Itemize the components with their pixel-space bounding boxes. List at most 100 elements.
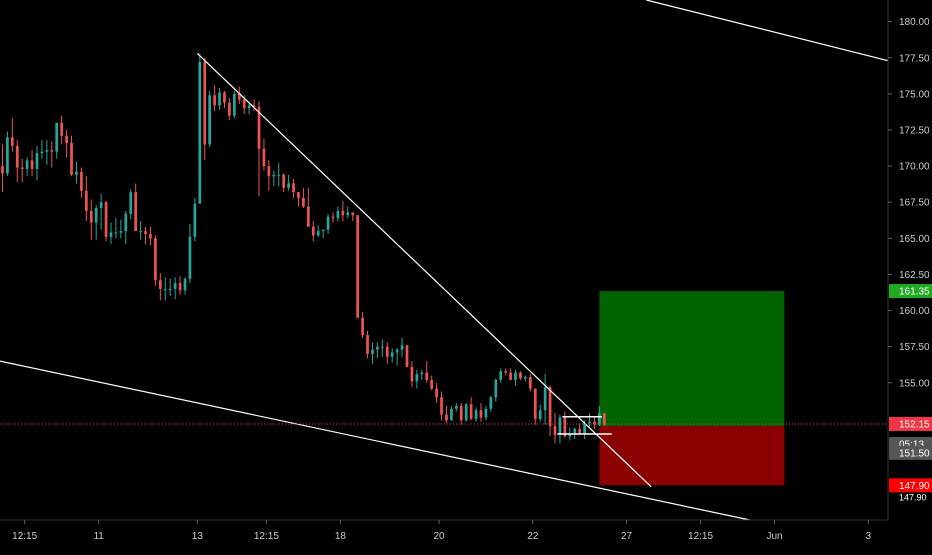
candle-body[interactable] xyxy=(524,377,527,379)
candle-body[interactable] xyxy=(454,405,458,409)
candle-body[interactable] xyxy=(573,429,577,434)
candle-body[interactable] xyxy=(35,153,39,169)
candle-body[interactable] xyxy=(75,171,78,175)
candle-body[interactable] xyxy=(154,238,157,281)
candle-body[interactable] xyxy=(149,234,152,239)
candle-body[interactable] xyxy=(129,192,133,214)
candle-body[interactable] xyxy=(287,183,290,188)
candle-body[interactable] xyxy=(80,171,83,191)
candle-body[interactable] xyxy=(10,137,14,146)
candle-body[interactable] xyxy=(94,208,98,223)
candle-body[interactable] xyxy=(489,397,493,409)
candle-body[interactable] xyxy=(218,92,221,106)
candle-body[interactable] xyxy=(242,99,246,109)
candle-body[interactable] xyxy=(528,377,532,389)
candle-body[interactable] xyxy=(267,166,271,177)
candle-body[interactable] xyxy=(198,62,202,204)
candle-body[interactable] xyxy=(588,421,591,424)
candle-body[interactable] xyxy=(257,106,261,149)
candle-body[interactable] xyxy=(420,372,424,375)
candle-body[interactable] xyxy=(124,213,128,232)
candle-body[interactable] xyxy=(395,349,399,353)
candle-body[interactable] xyxy=(326,216,330,230)
candle-body[interactable] xyxy=(158,280,162,289)
candle-body[interactable] xyxy=(469,404,473,419)
candle-body[interactable] xyxy=(445,414,448,421)
candle-body[interactable] xyxy=(538,410,542,419)
candle-body[interactable] xyxy=(583,423,586,434)
candle-body[interactable] xyxy=(70,143,73,175)
candle-body[interactable] xyxy=(163,288,167,290)
candle-body[interactable] xyxy=(252,105,256,107)
candle-body[interactable] xyxy=(247,105,251,109)
candle-body[interactable] xyxy=(223,92,226,103)
candle-body[interactable] xyxy=(504,371,508,373)
candle-body[interactable] xyxy=(237,93,241,100)
candle-body[interactable] xyxy=(376,346,379,350)
candle-body[interactable] xyxy=(425,372,429,380)
candle-body[interactable] xyxy=(104,202,108,237)
candle-body[interactable] xyxy=(553,426,557,435)
candle-body[interactable] xyxy=(183,278,187,291)
candle-body[interactable] xyxy=(519,372,522,379)
candle-body[interactable] xyxy=(55,122,59,152)
candle-body[interactable] xyxy=(435,388,438,398)
candle-body[interactable] xyxy=(316,231,320,236)
candle-body[interactable] xyxy=(262,148,266,167)
candle-body[interactable] xyxy=(494,379,498,398)
candle-body[interactable] xyxy=(366,335,369,354)
candle-body[interactable] xyxy=(50,150,54,152)
candle-body[interactable] xyxy=(40,151,44,154)
candle-body[interactable] xyxy=(331,216,335,219)
candle-body[interactable] xyxy=(514,372,517,380)
candle-body[interactable] xyxy=(474,410,478,419)
candle-body[interactable] xyxy=(390,352,394,357)
candle-body[interactable] xyxy=(356,215,360,318)
candle-body[interactable] xyxy=(578,429,582,434)
candle-body[interactable] xyxy=(430,379,434,389)
candle-body[interactable] xyxy=(45,150,49,152)
candle-body[interactable] xyxy=(20,167,24,169)
candle-body[interactable] xyxy=(139,231,142,233)
candle-body[interactable] xyxy=(306,206,310,227)
candle-body[interactable] xyxy=(593,421,596,425)
candle-body[interactable] xyxy=(415,374,419,382)
candle-body[interactable] xyxy=(543,387,547,411)
candle-body[interactable] xyxy=(193,203,197,237)
candle-body[interactable] xyxy=(173,283,177,289)
candle-body[interactable] xyxy=(509,372,512,380)
candle-body[interactable] xyxy=(203,62,207,145)
loss-zone[interactable] xyxy=(599,426,785,486)
candle-body[interactable] xyxy=(558,417,562,435)
candle-body[interactable] xyxy=(168,288,172,290)
candle-body[interactable] xyxy=(321,229,325,232)
candle-body[interactable] xyxy=(277,174,281,176)
candle-body[interactable] xyxy=(282,174,286,188)
candle-body[interactable] xyxy=(6,137,9,174)
candle-body[interactable] xyxy=(89,210,93,223)
candle-body[interactable] xyxy=(533,388,537,419)
candle-body[interactable] xyxy=(371,349,374,354)
candle-body[interactable] xyxy=(459,405,463,421)
candle-body[interactable] xyxy=(548,387,552,427)
candle-body[interactable] xyxy=(60,122,64,136)
candle-body[interactable] xyxy=(346,212,350,216)
candle-body[interactable] xyxy=(297,192,300,198)
candle-body[interactable] xyxy=(208,95,212,145)
candle-body[interactable] xyxy=(405,345,409,367)
candle-body[interactable] xyxy=(228,102,231,116)
candle-body[interactable] xyxy=(311,226,315,236)
candle-body[interactable] xyxy=(464,404,468,421)
candle-body[interactable] xyxy=(302,197,305,207)
candle-body[interactable] xyxy=(119,231,123,233)
candle-body[interactable] xyxy=(188,236,192,279)
candle-body[interactable] xyxy=(336,210,340,219)
candle-body[interactable] xyxy=(272,174,276,177)
lower-channel-line[interactable] xyxy=(0,360,750,521)
profit-zone[interactable] xyxy=(599,291,785,427)
candle-body[interactable] xyxy=(361,317,364,336)
candle-body[interactable] xyxy=(134,192,138,232)
time-axis[interactable] xyxy=(0,521,888,550)
